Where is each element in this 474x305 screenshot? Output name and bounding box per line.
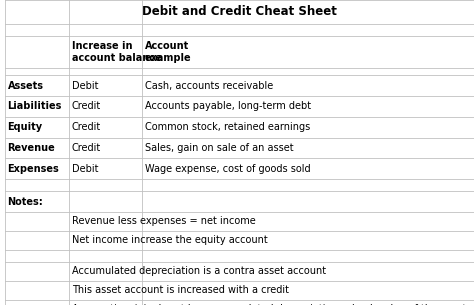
Text: Debit: Debit: [72, 164, 98, 174]
Text: Expenses: Expenses: [8, 164, 59, 174]
Text: Debit and Credit Cheat Sheet: Debit and Credit Cheat Sheet: [142, 5, 337, 18]
Text: This asset account is increased with a credit: This asset account is increased with a c…: [72, 285, 289, 295]
Text: Debit: Debit: [72, 81, 98, 91]
Text: Increase in
account balance: Increase in account balance: [72, 41, 161, 63]
Text: Credit: Credit: [72, 102, 101, 111]
Text: Revenue less expenses = net income: Revenue less expenses = net income: [72, 217, 255, 226]
Text: Account
example: Account example: [145, 41, 191, 63]
Text: Credit: Credit: [72, 122, 101, 132]
Text: Sales, gain on sale of an asset: Sales, gain on sale of an asset: [145, 143, 294, 153]
Text: Net income increase the equity account: Net income increase the equity account: [72, 235, 267, 245]
Text: Wage expense, cost of goods sold: Wage expense, cost of goods sold: [145, 164, 310, 174]
Text: Revenue: Revenue: [8, 143, 55, 153]
Text: An asset's original cost less accumulated depreciation = book value of the asset: An asset's original cost less accumulate…: [72, 304, 466, 305]
Text: Accumulated depreciation is a contra asset account: Accumulated depreciation is a contra ass…: [72, 267, 326, 276]
Text: Cash, accounts receivable: Cash, accounts receivable: [145, 81, 273, 91]
Text: Common stock, retained earnings: Common stock, retained earnings: [145, 122, 310, 132]
Text: Equity: Equity: [8, 122, 43, 132]
Text: Credit: Credit: [72, 143, 101, 153]
Text: Notes:: Notes:: [8, 197, 43, 206]
Text: Assets: Assets: [8, 81, 44, 91]
Text: Accounts payable, long-term debt: Accounts payable, long-term debt: [145, 102, 311, 111]
Text: Liabilities: Liabilities: [8, 102, 62, 111]
